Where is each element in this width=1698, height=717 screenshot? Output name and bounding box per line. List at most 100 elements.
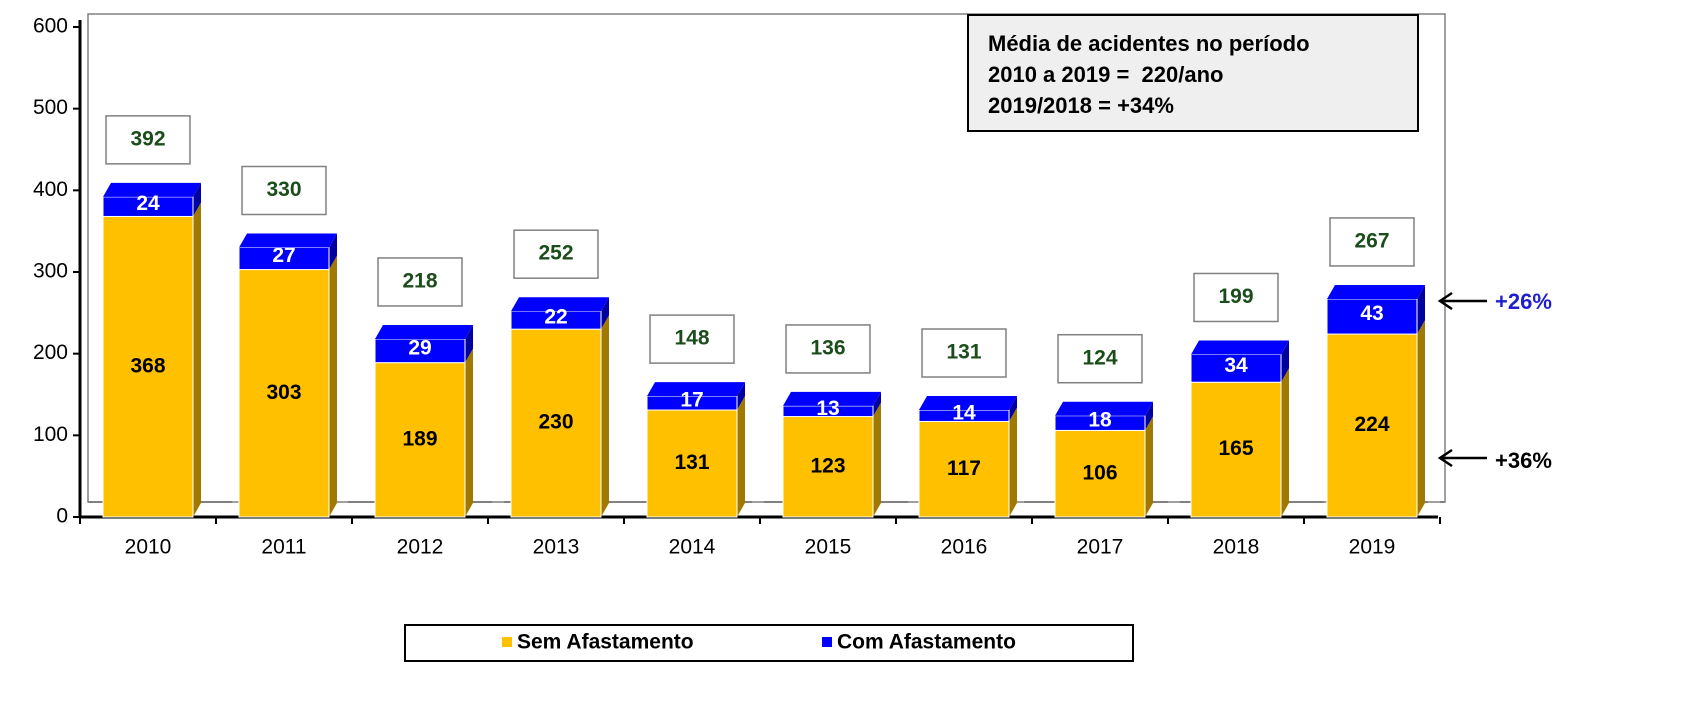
bar	[918, 420, 1010, 518]
bar-side	[1145, 401, 1153, 431]
note-line: 2019/2018 = +34%	[988, 93, 1174, 118]
annotation: +36%	[1495, 448, 1552, 473]
legend-label: Com Afastamento	[837, 631, 1016, 654]
bar-side	[465, 348, 473, 517]
x-tick-label: 2016	[941, 536, 988, 559]
x-tick-label: 2012	[397, 536, 444, 559]
value-label: 117	[947, 457, 981, 480]
value-label: 303	[266, 381, 301, 404]
x-tick-label: 2019	[1349, 536, 1396, 559]
total-label: 124	[1082, 346, 1117, 369]
total-box	[921, 328, 1007, 378]
value-label: 13	[816, 397, 839, 420]
total-label: 330	[266, 178, 301, 201]
bar-side	[601, 297, 609, 330]
bar	[238, 269, 330, 518]
bar-top	[375, 324, 473, 339]
value-label: 24	[136, 192, 160, 215]
total-label: 267	[1354, 229, 1389, 252]
y-tick-label: 300	[33, 260, 68, 283]
bar-top	[1191, 340, 1289, 355]
legend-label: Sem Afastamento	[517, 631, 694, 654]
bar-side	[873, 391, 881, 417]
bar	[1190, 353, 1282, 383]
y-tick-label: 100	[33, 423, 68, 446]
total-box	[105, 115, 191, 165]
x-tick-label: 2017	[1077, 536, 1124, 559]
y-tick-label: 600	[33, 15, 68, 38]
total-label: 148	[674, 327, 709, 350]
note-line: 2010 a 2019 = 220/ano	[988, 62, 1223, 87]
total-box	[1329, 217, 1415, 267]
total-label: 392	[130, 127, 165, 150]
value-label: 22	[544, 306, 567, 329]
bar	[1190, 381, 1282, 518]
bar-side	[193, 182, 201, 217]
value-label: 27	[272, 244, 295, 267]
x-tick-label: 2013	[533, 536, 580, 559]
bar	[510, 328, 602, 518]
bar-top	[1327, 284, 1425, 299]
total-box	[649, 314, 735, 364]
note-box	[967, 14, 1419, 132]
value-label: 106	[1082, 461, 1117, 484]
bar	[646, 409, 738, 518]
annotation: +26%	[1495, 289, 1552, 314]
value-label: 17	[680, 389, 703, 412]
legend	[404, 624, 1134, 662]
value-label: 29	[408, 336, 431, 359]
bar	[1326, 298, 1418, 335]
bar-side	[1009, 407, 1017, 517]
bar-top	[103, 182, 201, 197]
bar-side	[329, 255, 337, 518]
total-box	[785, 324, 871, 374]
value-label: 368	[130, 354, 165, 377]
bar-top	[239, 233, 337, 248]
total-box	[241, 165, 327, 216]
bar	[102, 215, 194, 518]
bar-side	[329, 233, 337, 270]
bar-side	[1417, 284, 1425, 335]
value-label: 165	[1218, 437, 1253, 460]
bar	[374, 362, 466, 518]
total-box	[513, 229, 599, 279]
y-tick-label: 400	[33, 178, 68, 201]
value-label: 189	[402, 427, 437, 450]
total-box	[1193, 272, 1279, 323]
bar-top	[647, 382, 745, 397]
value-label: 43	[1360, 302, 1383, 325]
value-label: 18	[1088, 409, 1112, 432]
value-label: 224	[1354, 413, 1389, 436]
legend-swatch	[822, 637, 832, 647]
total-label: 131	[946, 341, 981, 364]
legend-swatch	[502, 637, 512, 647]
bar-side	[1417, 320, 1425, 517]
bar-side	[1281, 340, 1289, 383]
note-line: Média de acidentes no período	[988, 31, 1310, 56]
total-label: 252	[538, 242, 573, 265]
x-tick-label: 2011	[261, 536, 306, 559]
total-box	[1057, 333, 1143, 384]
value-label: 14	[952, 401, 976, 424]
bar-top	[511, 297, 609, 312]
y-tick-label: 0	[56, 505, 68, 528]
value-label: 230	[538, 411, 573, 434]
x-tick-label: 2015	[805, 536, 852, 559]
arrow	[1437, 291, 1487, 468]
value-label: 123	[810, 454, 845, 477]
bar-side	[737, 382, 745, 411]
bar-side	[1281, 368, 1289, 517]
bar-side	[465, 324, 473, 363]
x-tick-label: 2010	[125, 536, 172, 559]
y-tick-label: 500	[33, 96, 68, 119]
bar-top	[1055, 401, 1153, 416]
total-label: 218	[402, 270, 437, 293]
total-label: 199	[1218, 285, 1253, 308]
bar-side	[1145, 416, 1153, 517]
y-tick-label: 200	[33, 341, 68, 364]
bar-side	[601, 315, 609, 517]
x-tick-label: 2018	[1213, 536, 1260, 559]
bar-side	[1009, 396, 1017, 422]
